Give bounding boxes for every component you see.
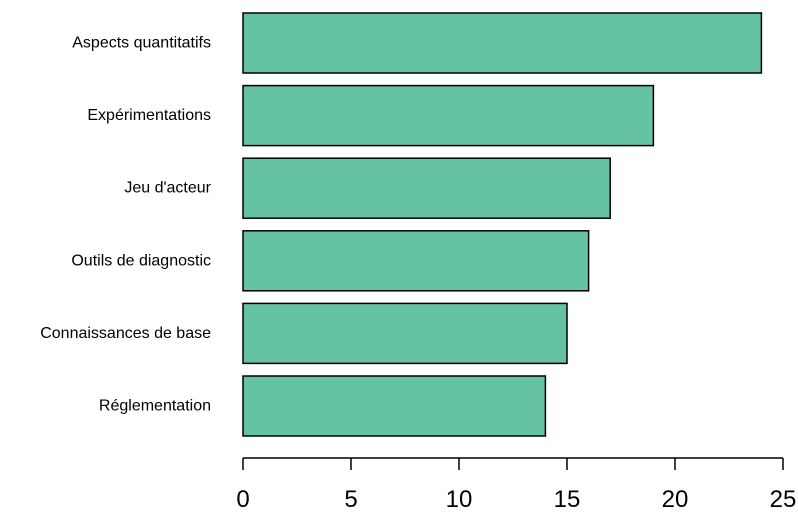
bar-jeu-d-acteur	[242, 157, 611, 219]
category-labels: Aspects quantitatifs Expérimentations Jeu …	[40, 35, 211, 415]
x-tick-label-20: 20	[662, 486, 689, 513]
x-axis: 0 5 10 15 20 25	[236, 457, 797, 513]
x-tick-label-5: 5	[344, 486, 357, 513]
bar-aspects-quantitatifs	[242, 12, 763, 74]
category-label-aspects-quantitatifs: Aspects quantitatifs	[72, 35, 211, 52]
bar-reglementation	[242, 375, 547, 437]
category-label-outils-de-diagnostic: Outils de diagnostic	[71, 252, 211, 269]
bar-outils-de-diagnostic	[242, 230, 590, 292]
x-tick-label-10: 10	[446, 486, 473, 513]
bars-layer	[242, 12, 763, 437]
x-tick-label-0: 0	[236, 486, 249, 513]
category-label-connaissances-de-base: Connaissances de base	[40, 325, 211, 342]
category-label-reglementation: Réglementation	[99, 398, 211, 415]
category-label-experimentations: Expérimentations	[87, 107, 211, 124]
bar-experimentations	[242, 84, 655, 147]
category-label-jeu-d-acteur: Jeu d'acteur	[124, 180, 211, 197]
bar-connaissances-de-base	[242, 302, 568, 365]
x-tick-label-25: 25	[770, 486, 797, 513]
x-tick-label-15: 15	[554, 486, 581, 513]
